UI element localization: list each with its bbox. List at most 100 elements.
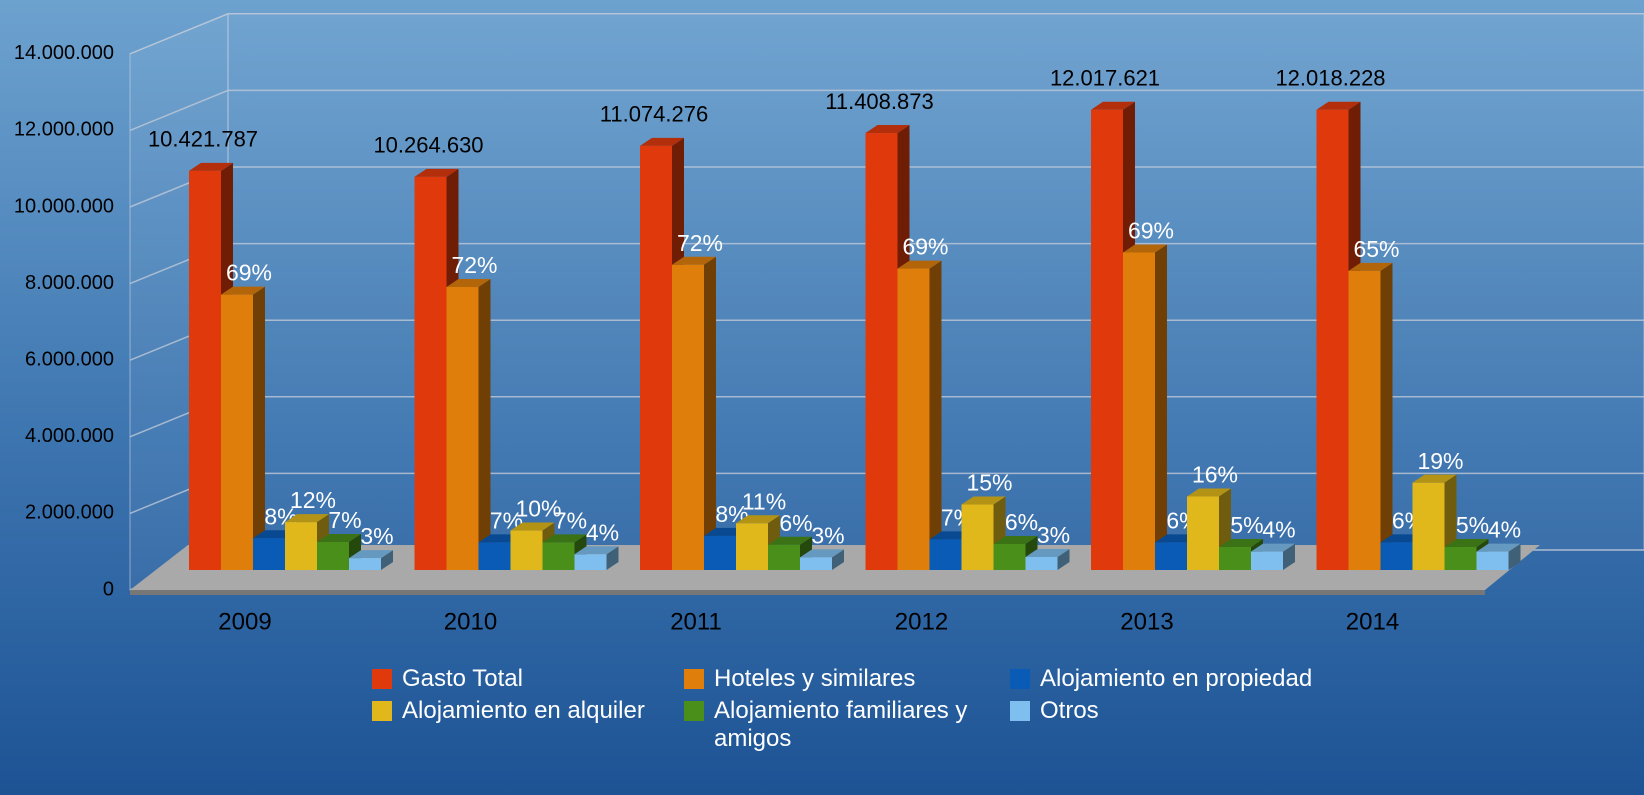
bar [1091,109,1123,571]
bar-top [768,536,812,545]
legend-label: Otros [1040,697,1099,724]
bar [640,145,672,570]
y-tick-label: 8.000.000 [25,272,114,294]
floor-edge [130,590,1485,595]
legend-label: Hoteles y similares [714,665,916,692]
x-tick-label: 2009 [218,608,271,635]
share-label: 10% [515,496,561,522]
bar-side [253,286,265,570]
data-label: 12.018.228 [1275,66,1385,91]
bar-top [961,496,1006,505]
bar [1444,547,1477,570]
bar-top [317,534,361,543]
bar-side [832,549,844,570]
legend-swatch [1010,701,1030,721]
bar [704,535,736,570]
bar-side [381,550,393,570]
share-label: 69% [226,260,272,286]
bar-top [189,162,233,171]
bar [1316,109,1349,570]
y-tick-label: 0 [103,578,114,600]
bar [1025,556,1058,570]
bar [253,538,285,570]
data-label: 10.421.787 [148,127,258,152]
bar [736,523,768,570]
legend-label: Alojamiento en alquiler [402,697,645,724]
share-label: 11% [742,488,786,514]
bar-side [1508,543,1521,570]
bar [317,542,349,570]
bar [1412,482,1445,570]
y-tick-label: 4.000.000 [25,425,114,447]
legend-swatch [372,701,392,721]
share-label: 4% [1488,517,1521,543]
bar-top [510,522,555,531]
y-tick-label: 10.000.000 [14,195,114,217]
bar-top [542,534,587,543]
bar-top [1025,548,1070,557]
bar-top [1251,543,1295,552]
bar [897,268,930,570]
bar-top [1091,101,1135,110]
share-label: 72% [451,252,497,278]
x-tick-label: 2013 [1120,608,1173,635]
share-label: 12% [290,487,336,513]
bar [1380,542,1413,570]
legend-item: Otros [1010,697,1330,753]
bar [672,264,704,570]
x-tick-label: 2012 [895,608,948,635]
share-label: 3% [1037,522,1070,548]
bar [1219,547,1251,570]
bar [768,544,800,570]
share-label: 7% [554,508,587,534]
bar-top [1219,539,1263,548]
bar-top [897,260,942,269]
y-tick-label: 12.000.000 [14,119,114,141]
share-label: 16% [1192,462,1238,488]
data-label: 10.264.630 [373,133,483,158]
legend: Gasto Total Hoteles y similares Alojamient… [372,665,1330,753]
legend-item: Alojamiento en alquiler [372,697,684,753]
bar-top [865,125,910,134]
bar-top [1412,474,1457,483]
bar [510,530,543,570]
share-label: 3% [360,523,393,549]
bar-top [1187,488,1231,497]
bar-side [1283,543,1295,570]
legend-item: Alojamiento familiares y amigos [684,697,1010,753]
bar [929,539,962,570]
bar [285,522,317,570]
share-label: 4% [1262,517,1295,543]
bar-top [349,550,393,559]
bar-top [993,535,1038,544]
share-label: 5% [1230,512,1263,538]
bar-top [1444,539,1489,548]
bar [349,558,381,570]
share-label: 69% [1128,218,1174,244]
share-label: 19% [1417,448,1463,474]
bar-top [800,549,844,558]
bar-side [929,260,942,570]
legend-item: Gasto Total [372,665,684,693]
bar-top [736,515,780,524]
share-label: 65% [1353,236,1399,262]
bar [446,286,479,570]
bar [1348,270,1381,570]
share-label: 4% [586,519,619,545]
bar [1123,252,1155,571]
bar-top [672,256,716,265]
bar [221,294,253,570]
share-label: 3% [811,522,844,548]
bar [574,554,607,570]
data-label: 11.408.873 [825,89,933,114]
bar [961,504,994,570]
bar-top [1476,543,1521,552]
data-label: 11.074.276 [600,102,708,127]
grid-line [129,89,1644,132]
bar-top [285,514,329,523]
bar-side [1057,548,1070,570]
legend-item: Hoteles y similares [684,665,1010,693]
share-label: 7% [328,507,361,533]
